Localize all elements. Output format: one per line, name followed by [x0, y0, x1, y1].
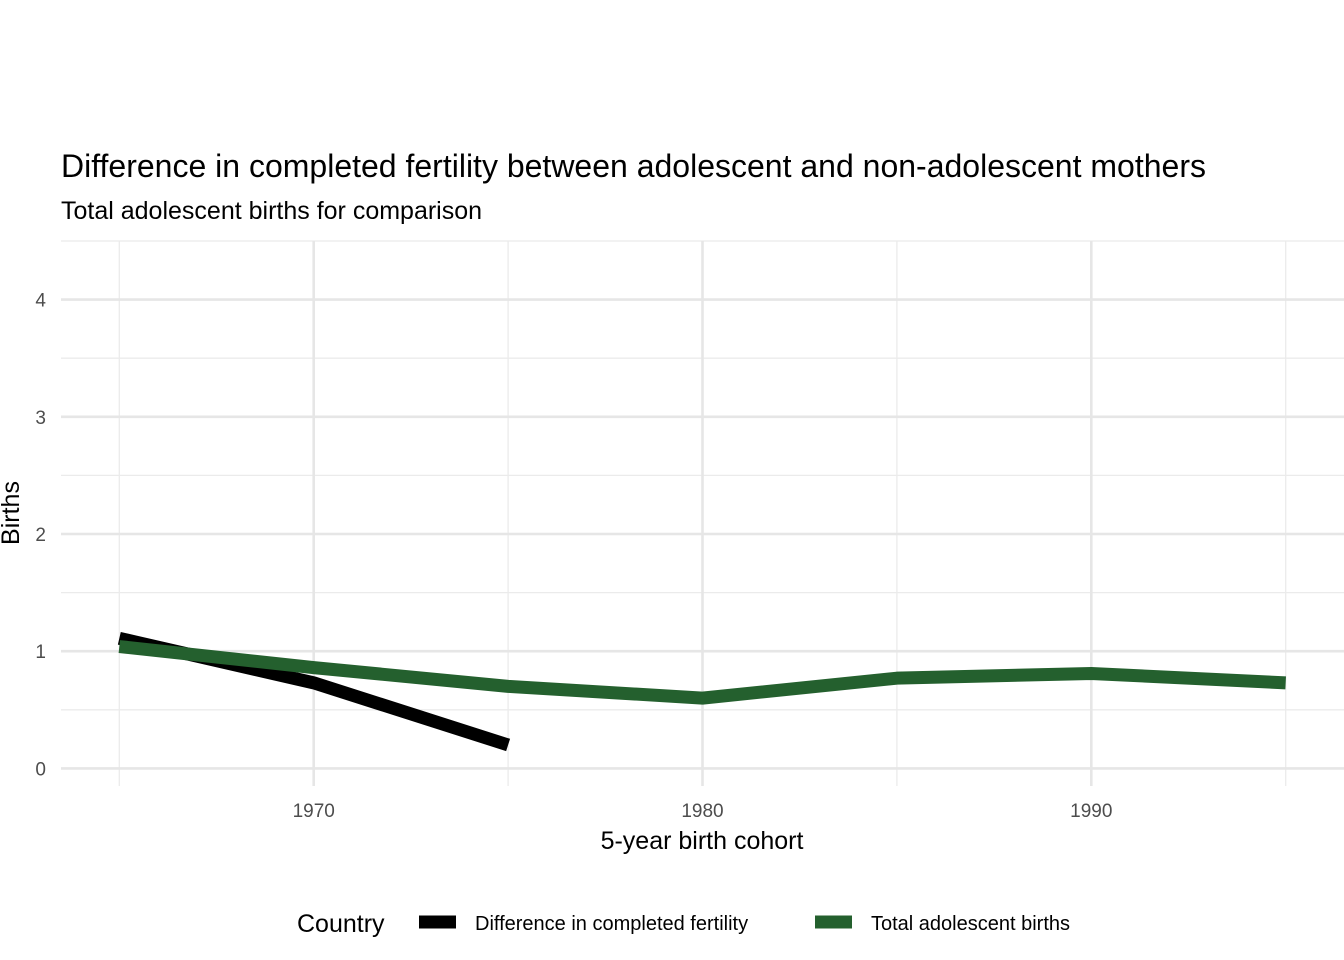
y-tick-label: 3: [35, 408, 46, 429]
x-tick-label: 1970: [293, 801, 335, 822]
x-tick-label: 1990: [1070, 801, 1112, 822]
legend-label-1: Difference in completed fertility: [475, 913, 748, 935]
legend: Country Difference in completed fertilit…: [297, 910, 1070, 938]
y-tick-label: 2: [35, 525, 46, 546]
x-axis-title: 5-year birth cohort: [601, 827, 804, 855]
gridlines: [61, 240, 1344, 786]
y-tick-label: 1: [35, 642, 46, 663]
series-line-2: [118, 640, 1286, 705]
legend-title: Country: [297, 910, 385, 938]
x-tick-label: 1980: [681, 801, 723, 822]
y-tick-label: 0: [35, 759, 46, 780]
legend-label-2: Total adolescent births: [871, 913, 1070, 935]
chart-title: Difference in completed fertility betwee…: [61, 148, 1206, 184]
chart-subtitle: Total adolescent births for comparison: [61, 197, 482, 225]
y-tick-label: 4: [35, 291, 46, 312]
x-tick-labels: 1970 1980 1990: [293, 801, 1113, 822]
y-tick-labels: 0 1 2 3 4: [35, 291, 46, 781]
series-lines: [117, 631, 1286, 752]
y-axis-title: Births: [0, 481, 25, 545]
